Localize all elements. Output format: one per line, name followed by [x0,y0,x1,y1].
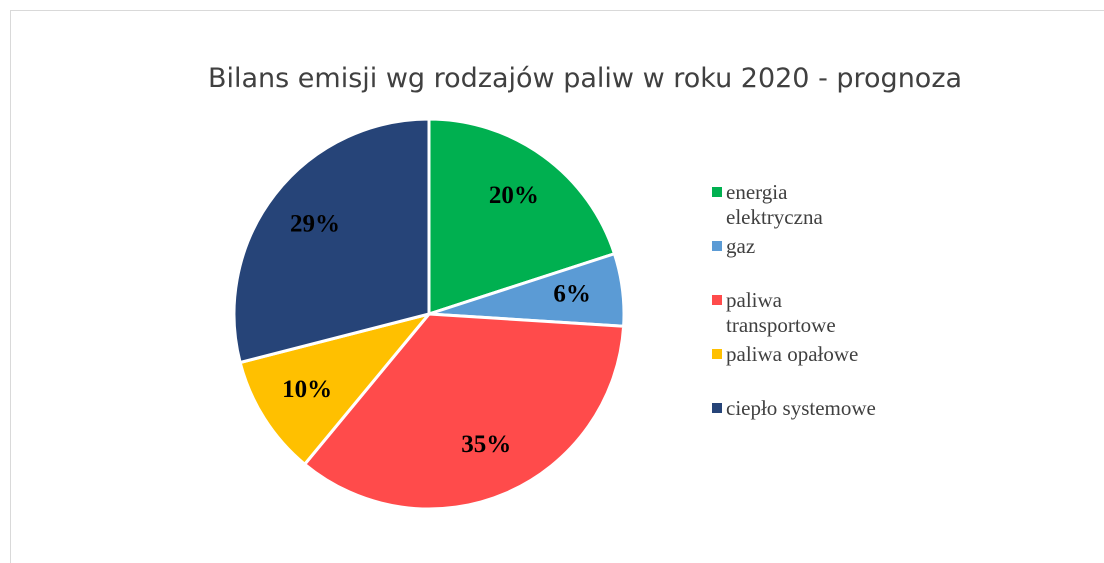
legend-label: paliwa transportowe [726,288,836,337]
pie-slice [427,117,617,317]
legend-item: paliwa transportowe [712,288,886,342]
legend: energia elektryczna gaz paliwa transportow… [712,180,886,450]
data-label: 20% [489,182,539,209]
legend-swatch [712,241,722,251]
legend-item: energia elektryczna [712,180,886,234]
legend-swatch [712,349,722,359]
legend-swatch [712,295,722,305]
legend-label: paliwa opałowe [726,342,859,366]
legend-label: ciepło systemowe [726,396,876,420]
data-label: 6% [553,281,591,308]
legend-label: energia elektryczna [726,180,823,229]
legend-item: ciepło systemowe [712,396,886,450]
pie-slice [232,117,431,365]
legend-swatch [712,403,722,413]
legend-item: gaz [712,234,886,288]
data-label: 10% [282,376,332,403]
legend-swatch [712,187,722,197]
legend-item: paliwa opałowe [712,342,886,396]
data-label: 35% [461,431,511,458]
legend-label: gaz [726,234,756,258]
chart-title: Bilans emisji wg rodzajów paliw w roku 2… [208,63,962,94]
pie-slice [302,312,626,511]
chart-frame [10,10,1104,563]
data-label: 29% [290,210,340,237]
